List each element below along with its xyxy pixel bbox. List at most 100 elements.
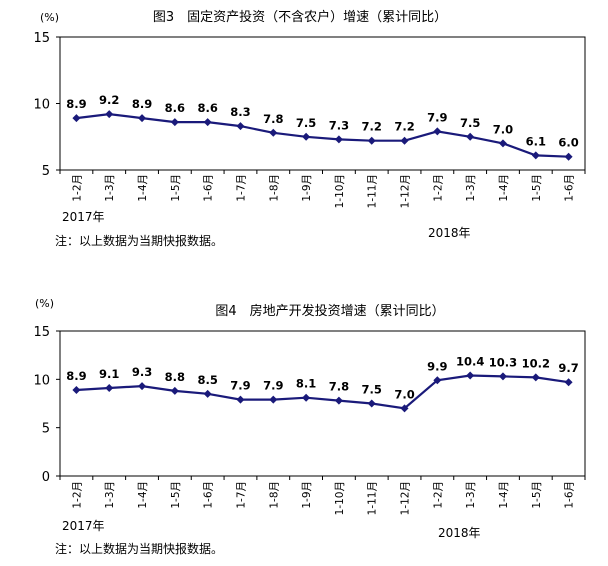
footnote: 注：以上数据为当期快报数据。 xyxy=(55,233,223,248)
data-point xyxy=(334,396,343,405)
x-tick-label: 1-4月 xyxy=(137,481,149,509)
chart-title: 图3 固定资产投资（不含农户）增速（累计同比） xyxy=(153,9,447,25)
x-tick-label: 1-6月 xyxy=(564,174,576,202)
year-label-2018: 2018年 xyxy=(428,226,471,240)
data-label: 7.9 xyxy=(427,110,447,124)
data-point xyxy=(105,110,114,119)
data-point xyxy=(138,114,147,123)
y-tick-label: 15 xyxy=(33,31,50,46)
y-tick-label: 10 xyxy=(33,373,50,388)
data-point xyxy=(498,139,507,148)
chart-title: 图4 房地产开发投资增速（累计同比） xyxy=(215,303,444,319)
data-label: 7.0 xyxy=(394,387,414,401)
x-tick-label: 1-4月 xyxy=(498,481,510,509)
y-tick-label: 5 xyxy=(42,164,50,179)
data-point xyxy=(433,127,442,136)
x-tick-label: 1-7月 xyxy=(235,174,247,202)
data-point xyxy=(72,114,81,123)
data-point xyxy=(269,395,278,404)
x-tick-label: 1-4月 xyxy=(498,174,510,202)
data-label: 8.9 xyxy=(66,369,86,383)
data-point xyxy=(466,132,475,141)
data-point xyxy=(367,399,376,408)
data-point xyxy=(433,376,442,385)
data-label: 7.5 xyxy=(362,383,382,397)
data-point xyxy=(400,404,409,413)
data-label: 6.0 xyxy=(558,136,578,150)
data-point xyxy=(531,151,540,160)
data-label: 7.0 xyxy=(493,122,513,136)
y-axis-unit: (%) xyxy=(40,11,59,24)
series-line xyxy=(76,374,569,410)
y-tick-label: 5 xyxy=(42,422,50,437)
data-label: 8.8 xyxy=(165,370,185,384)
x-tick-label: 1-5月 xyxy=(170,174,182,202)
year-label-2017: 2017年 xyxy=(62,210,105,224)
data-label: 7.2 xyxy=(394,120,414,134)
data-label: 7.2 xyxy=(362,120,382,134)
data-label: 7.9 xyxy=(263,379,283,393)
x-tick-label: 1-11月 xyxy=(367,481,379,515)
data-point xyxy=(334,135,343,144)
data-label: 8.9 xyxy=(66,97,86,111)
y-tick-label: 15 xyxy=(33,325,50,340)
x-tick-label: 1-8月 xyxy=(268,174,280,202)
x-tick-label: 1-9月 xyxy=(301,481,313,509)
data-point xyxy=(400,136,409,145)
data-point xyxy=(236,122,245,131)
y-tick-label: 0 xyxy=(42,470,50,485)
x-tick-label: 1-3月 xyxy=(465,481,477,509)
data-point xyxy=(498,372,507,381)
data-label: 8.6 xyxy=(165,101,185,115)
x-tick-label: 1-6月 xyxy=(203,481,215,509)
x-tick-label: 1-3月 xyxy=(104,481,116,509)
data-label: 10.2 xyxy=(522,356,550,370)
data-label: 9.1 xyxy=(99,367,119,381)
data-label: 9.3 xyxy=(132,365,152,379)
y-tick-label: 10 xyxy=(33,98,50,113)
data-label: 10.3 xyxy=(489,355,517,369)
data-point xyxy=(203,389,212,398)
data-label: 7.5 xyxy=(296,116,316,130)
data-label: 8.6 xyxy=(197,101,217,115)
data-point xyxy=(105,384,114,393)
data-point xyxy=(236,395,245,404)
data-label: 7.5 xyxy=(460,116,480,130)
data-point xyxy=(170,118,179,127)
data-point xyxy=(531,373,540,382)
data-point xyxy=(138,382,147,391)
x-tick-label: 1-10月 xyxy=(334,481,346,515)
data-point xyxy=(170,386,179,395)
x-tick-label: 1-2月 xyxy=(71,174,83,202)
data-label: 9.2 xyxy=(99,93,119,107)
footnote: 注：以上数据为当期快报数据。 xyxy=(55,541,223,556)
x-tick-label: 1-9月 xyxy=(301,174,313,202)
plot-frame xyxy=(59,330,586,477)
data-label: 9.7 xyxy=(558,361,578,375)
x-tick-label: 1-4月 xyxy=(137,174,149,202)
data-label: 10.4 xyxy=(456,354,484,368)
data-label: 7.3 xyxy=(329,118,349,132)
data-point xyxy=(466,371,475,380)
x-tick-label: 1-6月 xyxy=(564,481,576,509)
x-tick-label: 1-3月 xyxy=(465,174,477,202)
data-label: 7.8 xyxy=(263,112,283,126)
data-point xyxy=(72,385,81,394)
data-label: 8.9 xyxy=(132,97,152,111)
data-label: 7.9 xyxy=(230,379,250,393)
x-tick-label: 1-2月 xyxy=(432,174,444,202)
data-point xyxy=(367,136,376,145)
y-axis-unit: (%) xyxy=(35,297,54,310)
series-line xyxy=(76,112,569,158)
data-point xyxy=(302,393,311,402)
data-label: 6.1 xyxy=(526,134,546,148)
data-label: 8.3 xyxy=(230,105,250,119)
x-tick-label: 1-11月 xyxy=(367,174,379,208)
x-tick-label: 1-3月 xyxy=(104,174,116,202)
x-tick-label: 1-10月 xyxy=(334,174,346,208)
x-tick-label: 1-12月 xyxy=(400,174,412,208)
x-tick-label: 1-5月 xyxy=(531,481,543,509)
x-tick-label: 1-12月 xyxy=(400,481,412,515)
